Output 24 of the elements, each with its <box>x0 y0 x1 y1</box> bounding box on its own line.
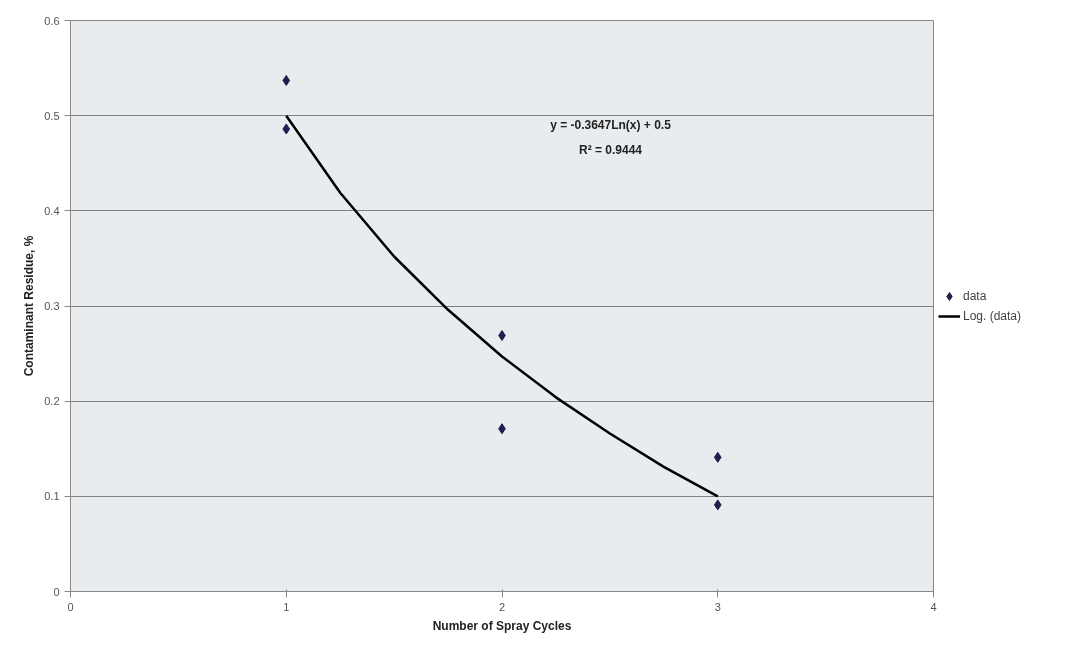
legend-label: data <box>963 288 987 303</box>
x-axis-title: Number of Spray Cycles <box>432 618 572 633</box>
y-tick-label: 0.4 <box>44 204 60 217</box>
annotation: y = -0.3647Ln(x) + 0.5 <box>550 117 672 132</box>
y-tick-label: 0 <box>53 585 60 598</box>
x-tick-label: 2 <box>498 600 506 613</box>
point <box>713 499 722 511</box>
x-tick-label: 3 <box>714 600 721 613</box>
x-tick-label: 0 <box>67 600 74 613</box>
x-tick-label: 4 <box>930 600 937 613</box>
annotation: R² = 0.9444 <box>578 142 643 157</box>
y-tick-label: 0.1 <box>44 490 60 503</box>
point <box>282 74 291 86</box>
x-tick-label: 1 <box>283 600 290 613</box>
point <box>498 330 506 341</box>
y-tick-label: 0.5 <box>44 109 60 122</box>
legend-label: Log. (data) <box>963 308 1022 323</box>
point <box>282 123 291 135</box>
y-axis-title: Contaminant Residue, % <box>22 235 37 377</box>
y-tick-label: 0.3 <box>44 300 60 312</box>
y-tick-label: 0.2 <box>44 395 60 408</box>
y-tick-label: 0.6 <box>44 14 60 27</box>
line-series <box>285 114 719 498</box>
point <box>713 451 722 463</box>
